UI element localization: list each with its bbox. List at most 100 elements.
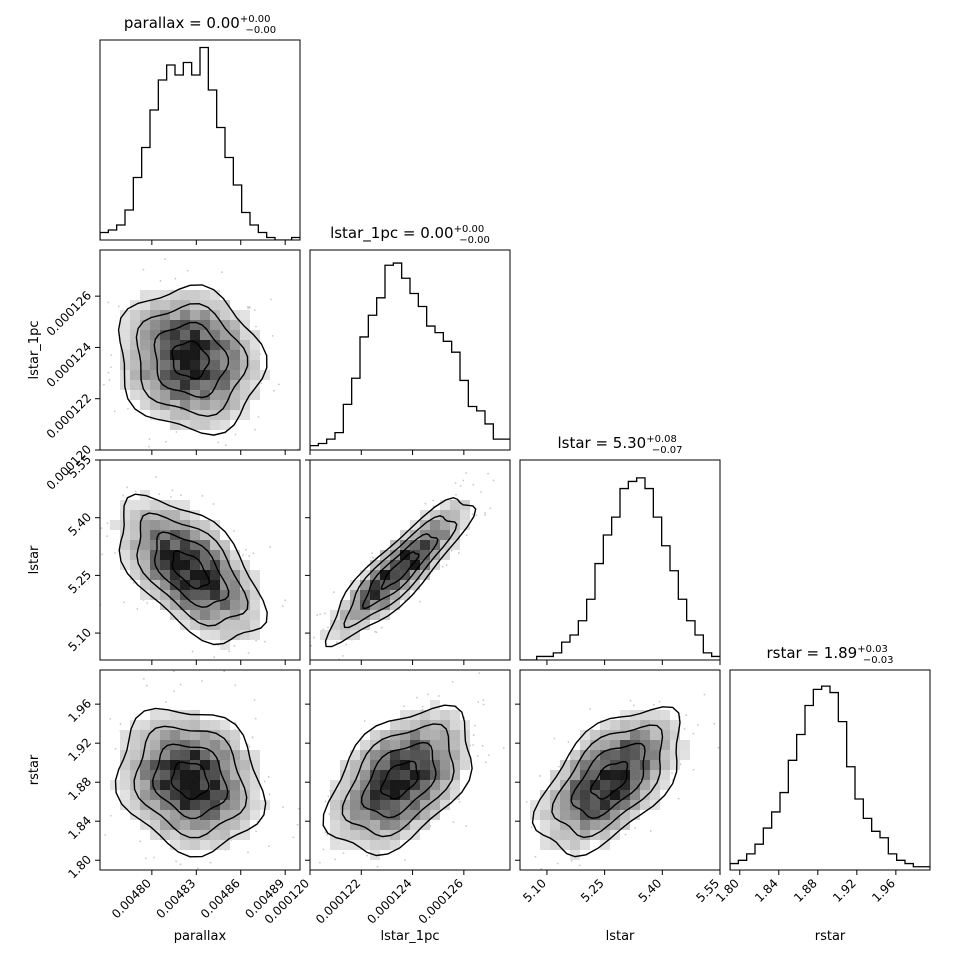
density-cell: [450, 710, 460, 720]
density-cell: [200, 410, 210, 420]
density-cell: [380, 840, 390, 850]
density-cell: [130, 500, 140, 510]
density-cell: [250, 630, 260, 640]
scatter-point: [685, 714, 688, 717]
density-cell: [240, 750, 250, 760]
scatter-point: [363, 720, 366, 722]
density-cell: [380, 590, 390, 600]
scatter-point: [297, 769, 299, 771]
density-cell: [240, 790, 250, 800]
density-cell: [380, 740, 390, 750]
scatter-point: [492, 479, 495, 482]
scatter-point: [324, 831, 327, 834]
panel-rstar-vs-rstar: rstar = 1.89+0.03 −0.03 1.80 1.84 1.88 1.92 1.…: [713, 644, 931, 944]
scatter-point: [474, 724, 476, 727]
density-cell: [120, 320, 130, 330]
scatter-point: [257, 416, 260, 418]
density-cell: [610, 750, 620, 760]
density-cell: [600, 820, 610, 830]
density-cell: [180, 350, 190, 360]
density-cell: [630, 770, 640, 780]
density-cell: [390, 600, 400, 610]
density-cell: [420, 550, 430, 560]
scatter-point: [106, 522, 109, 525]
density-cell: [350, 830, 360, 840]
contour-1-sigma: [360, 741, 437, 819]
density-cell: [220, 370, 230, 380]
scatter-point: [173, 690, 175, 693]
density-cell: [210, 320, 220, 330]
scatter-point: [683, 727, 686, 730]
scatter-point: [271, 335, 274, 337]
density-cell: [190, 570, 200, 580]
contours: [114, 707, 267, 858]
density-cell: [140, 370, 150, 380]
scatter-point: [570, 859, 573, 862]
density-cell: [460, 760, 470, 770]
density-cell: [220, 600, 230, 610]
contour-1.5-sigma: [343, 515, 458, 629]
scatter-point: [371, 552, 374, 555]
density-cell: [130, 380, 140, 390]
scatter-point: [248, 554, 251, 557]
scatter-point: [459, 485, 462, 487]
scatter-point: [306, 822, 308, 824]
density-cell: [210, 820, 220, 830]
density-cell: [580, 740, 590, 750]
density-cell: [580, 810, 590, 820]
density-cell: [210, 380, 220, 390]
density-cell: [170, 320, 180, 330]
density-cell: [130, 370, 140, 380]
density-cell: [590, 810, 600, 820]
density-cell: [210, 360, 220, 370]
x-tick-label: 0.00486: [198, 876, 243, 921]
density-cell: [120, 330, 130, 340]
scatter-point: [380, 626, 383, 629]
density-cell: [400, 750, 410, 760]
title-lstar_1pc: lstar_1pc = 0.00+0.00 −0.00: [330, 224, 490, 246]
density-cell: [570, 800, 580, 810]
contour-0.5-sigma: [170, 761, 210, 800]
density-cell: [250, 750, 260, 760]
scatter-point: [146, 602, 149, 604]
density-cell: [160, 800, 170, 810]
density-cell: [380, 770, 390, 780]
density-cell: [350, 820, 360, 830]
y-axis-label-rstar: rstar: [27, 754, 42, 785]
density-cell: [160, 710, 170, 720]
density-cell: [580, 830, 590, 840]
scatter-point: [366, 854, 369, 857]
panel-frame: [99, 249, 301, 451]
density-cell: [650, 770, 660, 780]
density-cell: [180, 400, 190, 410]
scatter-point: [269, 546, 272, 548]
density-cell: [170, 600, 180, 610]
density-cell: [560, 830, 570, 840]
density-cell: [570, 810, 580, 820]
density-cell: [190, 300, 200, 310]
contour-2-sigma: [324, 496, 477, 648]
scatter-point: [223, 670, 226, 673]
density-cell: [410, 790, 420, 800]
density-cell: [220, 780, 230, 790]
density-cell: [620, 720, 630, 730]
contour-0.5-sigma: [380, 760, 419, 800]
scatter-point: [217, 441, 220, 444]
density-cell: [360, 580, 370, 590]
y-tick-label: 5.10: [65, 625, 94, 654]
scatter-point: [649, 830, 652, 832]
y-tick-label: 1.96: [65, 696, 94, 725]
contour-1-sigma: [570, 742, 646, 820]
scatter-point: [319, 861, 321, 864]
density-cell: [250, 330, 260, 340]
density-cell: [610, 740, 620, 750]
scatter-point: [273, 389, 275, 392]
density-cell: [370, 840, 380, 850]
panel-frame: [309, 249, 511, 451]
density-cell: [220, 410, 230, 420]
title-rstar: rstar = 1.89+0.03 −0.03: [766, 644, 893, 666]
density-cell: [190, 340, 200, 350]
density-cell: [170, 730, 180, 740]
density-cell: [260, 370, 270, 380]
density-cell: [140, 300, 150, 310]
